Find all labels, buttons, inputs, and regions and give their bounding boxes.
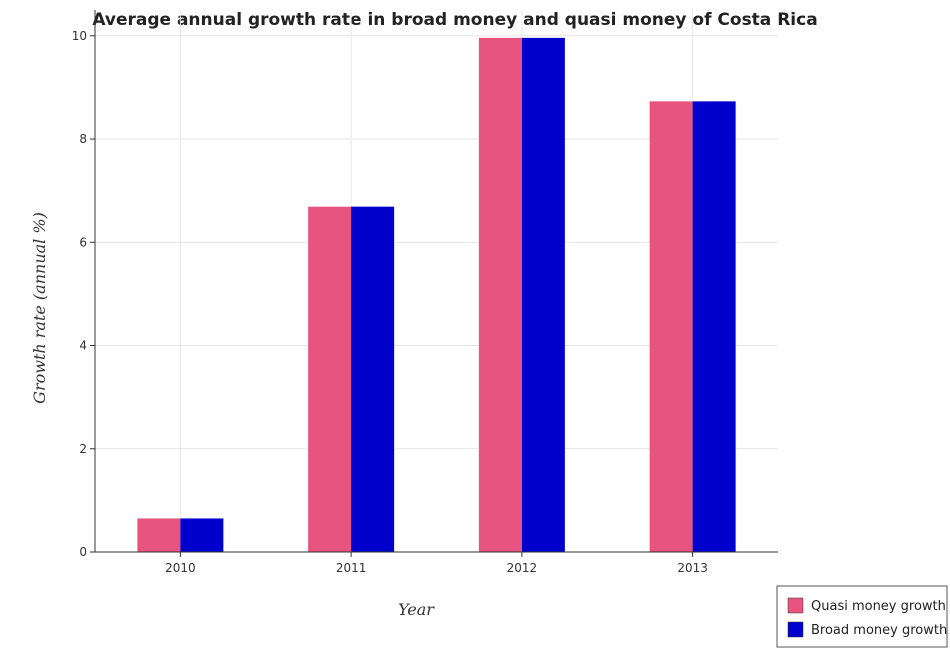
legend-label: Quasi money growth [811, 599, 946, 614]
tick-labels: 0 2 4 6 8 10 2010 2011 2012 2013 [72, 29, 708, 575]
bar-quasi-2013 [649, 101, 693, 552]
y-tick-label: 0 [79, 545, 87, 559]
axes [90, 10, 778, 557]
y-tick-label: 2 [79, 442, 87, 456]
y-tick-label: 6 [79, 235, 87, 249]
x-tick-label: 2012 [507, 561, 538, 575]
y-axis-label: Growth rate (annual %) [30, 212, 49, 404]
bar-quasi-2011 [308, 206, 352, 552]
bar-broad-2011 [351, 206, 395, 552]
bar-quasi-2010 [137, 518, 181, 552]
x-axis-label: Year [398, 600, 435, 619]
legend-swatch [787, 621, 804, 638]
legend-label: Broad money growth [811, 623, 947, 638]
chart-title: Average annual growth rate in broad mone… [92, 10, 817, 30]
y-tick-label: 4 [79, 339, 87, 353]
x-tick-label: 2010 [165, 561, 196, 575]
bar-quasi-2012 [478, 37, 522, 553]
y-tick-label: 8 [79, 132, 87, 146]
y-tick-label: 10 [72, 29, 87, 43]
legend: Quasi money growth Broad money growth [776, 585, 948, 648]
x-tick-label: 2011 [336, 561, 367, 575]
legend-swatch [787, 597, 804, 614]
bar-broad-2013 [692, 101, 736, 552]
bar-broad-2010 [180, 518, 224, 552]
x-tick-label: 2013 [677, 561, 708, 575]
bars [137, 37, 736, 553]
legend-box [776, 585, 948, 648]
bar-broad-2012 [521, 37, 565, 553]
